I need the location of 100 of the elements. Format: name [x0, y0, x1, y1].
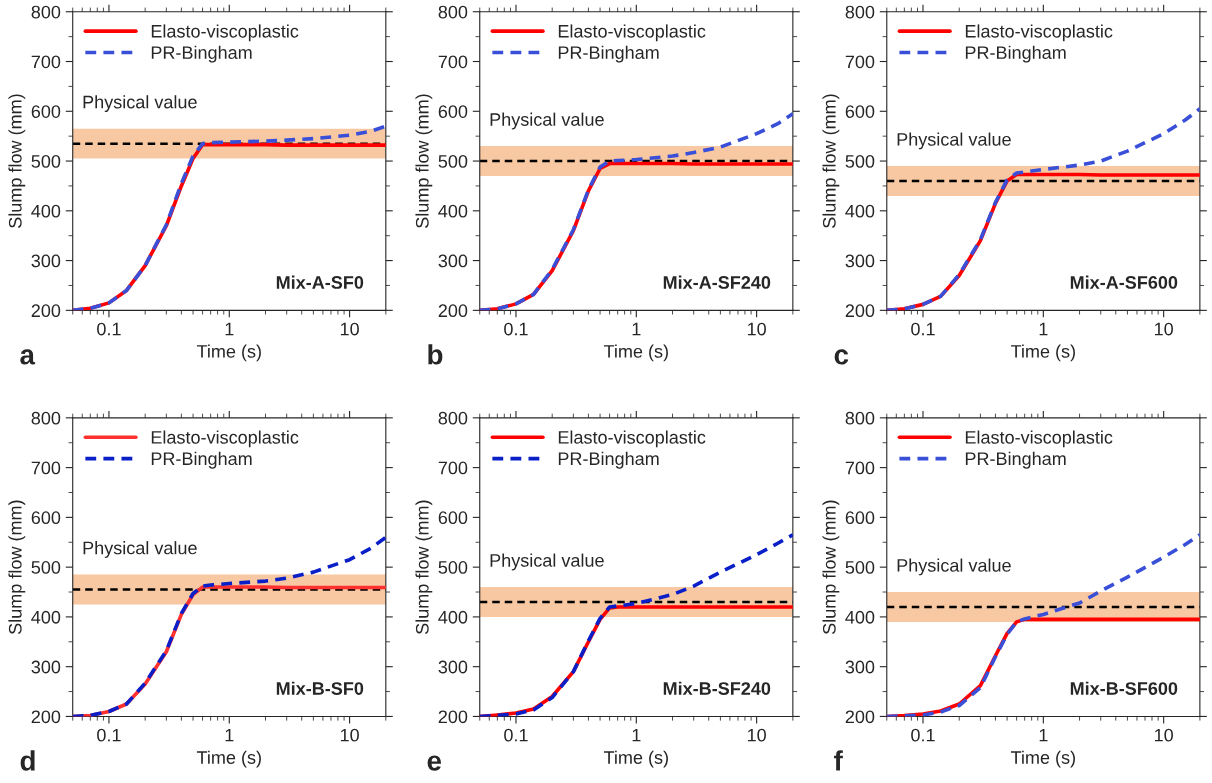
y-tick-label: 500	[31, 154, 61, 168]
y-tick-label: 200	[31, 304, 61, 318]
y-tick-label: 700	[845, 461, 875, 475]
y-axis-title: Slump flow (mm)	[415, 94, 433, 228]
y-axis-title: Slump flow (mm)	[8, 94, 26, 228]
x-tick-label: 10	[340, 728, 359, 742]
text: d	[20, 750, 35, 771]
annotation: Mix-B-SF600	[1070, 681, 1178, 695]
y-tick-label: 600	[845, 511, 875, 525]
legend-label: PR-Bingham	[965, 451, 1066, 469]
y-tick-label: 600	[845, 105, 875, 118]
x-tick-label: 0.1	[911, 322, 935, 336]
y-tick-label: 600	[438, 105, 468, 118]
y-tick-label: 500	[438, 561, 468, 574]
y-tick-label: 400	[438, 204, 468, 218]
band-label: Physical value	[490, 553, 604, 571]
x-tick-label: 1	[225, 322, 234, 336]
y-tick-label: 500	[845, 561, 875, 574]
x-tick-label: 0.1	[97, 728, 121, 742]
band-label: Physical value	[83, 95, 197, 113]
annotation: Mix-A-SF240	[663, 275, 771, 289]
y-axis-title: Slump flow (mm)	[415, 500, 433, 635]
band-label: Physical value	[83, 541, 197, 558]
y-tick-label: 300	[31, 660, 61, 674]
x-axis-title: Time (s)	[603, 344, 668, 362]
legend-label: PR-Bingham	[558, 45, 659, 63]
legend-label: Elasto-viscoplastic	[151, 430, 299, 448]
x-axis-title: Time (s)	[1010, 750, 1075, 768]
legend-label: PR-Bingham	[151, 45, 252, 63]
y-tick-label: 200	[845, 710, 875, 724]
y-tick-label: 200	[438, 304, 468, 318]
x-axis-title: Time (s)	[196, 750, 261, 768]
y-tick-label: 800	[438, 5, 468, 19]
x-tick-label: 1	[225, 728, 234, 742]
legend-label: Elasto-viscoplastic	[965, 24, 1113, 42]
legend-label: Elasto-viscoplastic	[151, 24, 299, 42]
x-tick-label: 0.1	[504, 322, 528, 336]
y-tick-label: 400	[31, 610, 61, 624]
legend-label: Elasto-viscoplastic	[558, 430, 706, 448]
y-tick-label: 300	[845, 254, 875, 268]
y-tick-label: 500	[31, 561, 61, 574]
legend-label: PR-Bingham	[151, 451, 252, 469]
y-tick-label: 300	[438, 660, 468, 674]
band-label: Physical value	[897, 132, 1011, 150]
y-tick-label: 300	[845, 660, 875, 674]
x-tick-label: 1	[1039, 728, 1048, 742]
x-axis-title: Time (s)	[1010, 344, 1075, 362]
legend-label: Elasto-viscoplastic	[965, 430, 1113, 448]
x-tick-label: 10	[340, 322, 359, 336]
annotation: Mix-A-SF0	[276, 275, 364, 289]
y-tick-label: 200	[438, 710, 468, 724]
y-tick-label: 400	[31, 204, 61, 218]
y-tick-label: 200	[31, 710, 61, 724]
y-tick-label: 400	[845, 610, 875, 624]
text: c	[834, 349, 849, 365]
y-tick-label: 500	[845, 154, 875, 168]
x-tick-label: 1	[1039, 322, 1048, 336]
x-tick-label: 0.1	[504, 728, 528, 742]
y-tick-label: 400	[845, 204, 875, 218]
band-label: Physical value	[897, 558, 1011, 576]
y-tick-label: 700	[438, 55, 468, 69]
y-tick-label: 600	[438, 511, 468, 525]
x-tick-label: 0.1	[97, 322, 121, 336]
y-tick-label: 700	[31, 55, 61, 69]
text: a	[20, 349, 36, 365]
text: b	[428, 344, 443, 365]
y-tick-label: 600	[31, 511, 61, 525]
y-tick-label: 300	[438, 254, 468, 268]
legend-label: PR-Bingham	[558, 451, 659, 469]
x-axis-title: Time (s)	[603, 750, 668, 768]
y-tick-label: 800	[31, 411, 61, 425]
text: e	[427, 755, 442, 771]
x-tick-label: 10	[747, 322, 766, 336]
x-tick-label: 1	[632, 322, 641, 336]
y-tick-label: 500	[438, 154, 468, 168]
y-tick-label: 800	[845, 5, 875, 19]
x-tick-label: 1	[632, 728, 641, 742]
y-tick-label: 700	[31, 461, 61, 475]
band-label: Physical value	[490, 112, 604, 130]
x-tick-label: 10	[747, 728, 766, 742]
y-tick-label: 800	[845, 411, 875, 425]
y-tick-label: 700	[845, 55, 875, 69]
legend-label: Elasto-viscoplastic	[558, 24, 706, 42]
x-tick-label: 0.1	[911, 728, 935, 742]
annotation: Mix-A-SF600	[1070, 275, 1178, 289]
y-axis-title: Slump flow (mm)	[822, 94, 840, 228]
x-tick-label: 10	[1154, 322, 1173, 336]
legend-label: PR-Bingham	[965, 45, 1066, 63]
y-tick-label: 300	[31, 254, 61, 268]
y-tick-label: 200	[845, 304, 875, 318]
y-axis-title: Slump flow (mm)	[822, 500, 840, 635]
annotation: Mix-B-SF240	[663, 681, 771, 695]
y-tick-label: 800	[438, 411, 468, 425]
annotation: Mix-B-SF0	[276, 681, 364, 695]
y-axis-title: Slump flow (mm)	[8, 500, 26, 635]
y-tick-label: 600	[31, 105, 61, 118]
x-tick-label: 10	[1154, 728, 1173, 742]
x-axis-title: Time (s)	[196, 344, 261, 362]
y-tick-label: 800	[31, 5, 61, 19]
y-tick-label: 400	[438, 610, 468, 624]
